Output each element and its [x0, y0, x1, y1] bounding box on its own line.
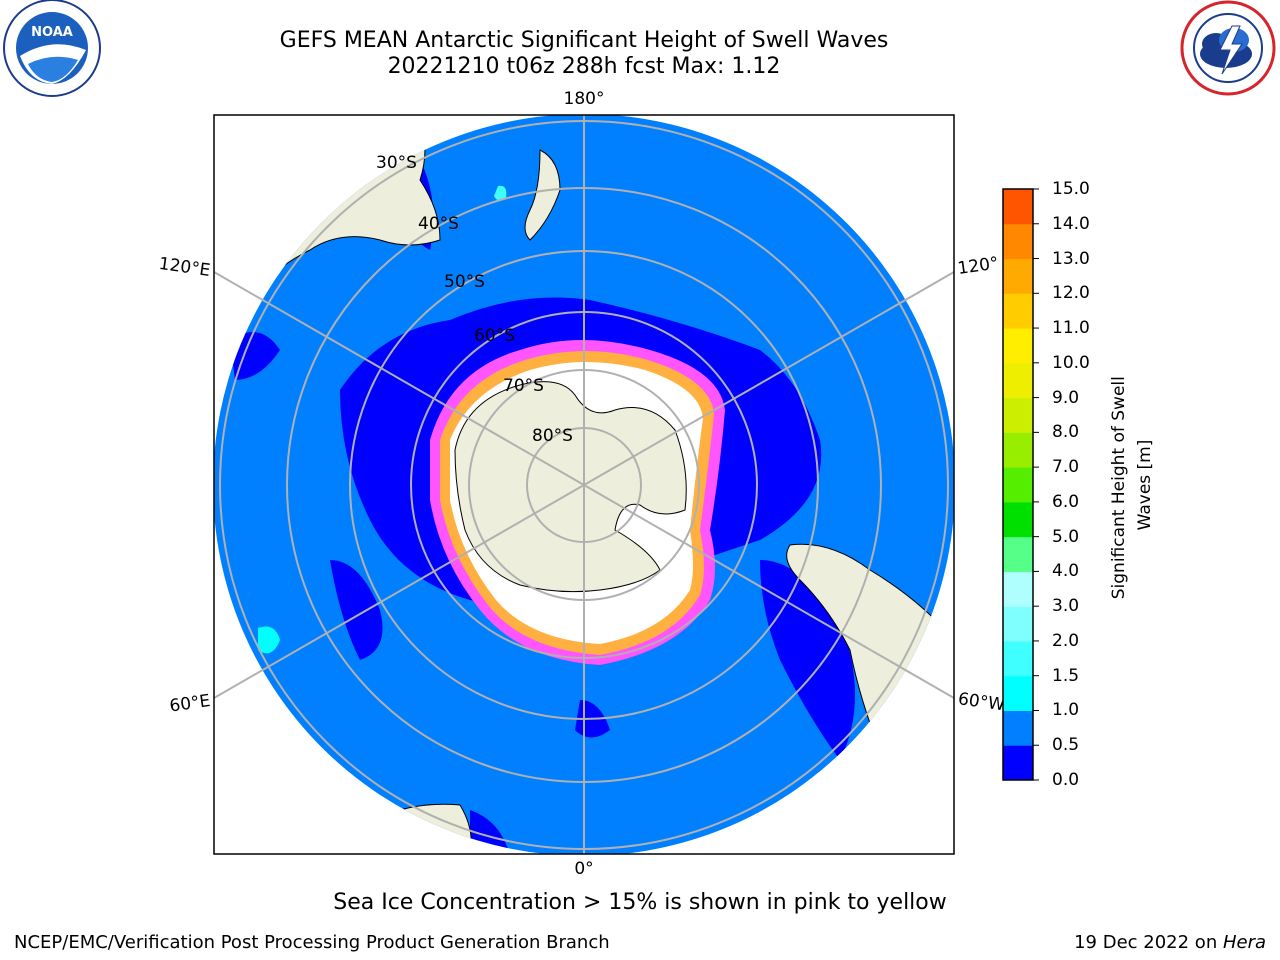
- sea-ice-note: Sea Ice Concentration > 15% is shown in …: [333, 890, 947, 915]
- colorbar-tick-label: 5.0: [1052, 526, 1080, 547]
- colorbar-tick-label: 4.0: [1052, 561, 1080, 582]
- longitude-grid: [214, 115, 954, 854]
- colorbar-segment: [1003, 467, 1033, 503]
- antarctica-land: [454, 381, 687, 593]
- colorbar-segment: [1003, 397, 1033, 433]
- noaa-logo: NOAA: [0, 0, 104, 100]
- colorbar-tick-label: 12.0: [1052, 283, 1090, 304]
- lon-label-120w: 120°: [956, 253, 999, 279]
- noaa-logo-text: NOAA: [31, 25, 73, 40]
- colorbar-segment: [1003, 258, 1033, 294]
- colorbar-segment: [1003, 328, 1033, 364]
- colorbar-segment: [1003, 293, 1033, 329]
- colorbar-tick-label: 3.0: [1052, 596, 1080, 617]
- colorbar-tick-label: 7.0: [1052, 457, 1080, 478]
- colorbar-tick-label: 10.0: [1052, 352, 1090, 373]
- colorbar-segment: [1003, 536, 1033, 572]
- colorbar-segment: [1003, 710, 1033, 746]
- lat-label-80s: 80°S: [532, 426, 573, 446]
- colorbar-tick-label: 1.0: [1052, 700, 1080, 721]
- lat-label-30s: 30°S: [376, 153, 417, 173]
- colorbar-segment: [1003, 675, 1033, 711]
- colorbar-label-line2: Waves [m]: [1135, 440, 1155, 531]
- lon-label-0: 0°: [574, 859, 593, 879]
- lon-label-120e: 120°E: [158, 254, 212, 281]
- colorbar-tick-label: 9.0: [1052, 387, 1080, 408]
- colorbar-tick-label: 0.5: [1052, 735, 1080, 756]
- map-frame: [213, 114, 955, 855]
- lon-label-180: 180°: [564, 89, 605, 109]
- lat-label-40s: 40°S: [418, 214, 459, 234]
- colorbar-segment: [1003, 571, 1033, 607]
- colorbar-tick-label: 8.0: [1052, 422, 1080, 443]
- page-subtitle: 20221210 t06z 288h fcst Max: 1.12: [387, 54, 781, 79]
- lat-label-50s: 50°S: [444, 272, 485, 292]
- colorbar-segment: [1003, 223, 1033, 260]
- colorbar-tick-label: 13.0: [1052, 248, 1090, 269]
- colorbar-tick-label: 11.0: [1052, 318, 1090, 339]
- colorbar-label-line1: Significant Height of Swell: [1109, 376, 1129, 599]
- lon-label-60e: 60°E: [168, 691, 211, 716]
- page-title: GEFS MEAN Antarctic Significant Height o…: [279, 28, 889, 53]
- lat-label-60s: 60°S: [474, 326, 515, 346]
- colorbar-tick-label: 15.0: [1052, 179, 1090, 199]
- lat-label-70s: 70°S: [503, 376, 544, 396]
- colorbar-frame: [1002, 188, 1034, 781]
- new-zealand-land: [524, 149, 561, 241]
- colorbar-tick-label: 14.0: [1052, 213, 1090, 234]
- footer-date: 19 Dec 2022 on: [1074, 932, 1223, 953]
- footer-left: NCEP/EMC/Verification Post Processing Pr…: [14, 932, 610, 953]
- colorbar-segment: [1003, 606, 1033, 642]
- footer-right: 19 Dec 2022 on Hera: [1074, 932, 1266, 953]
- colorbar-segment: [1003, 189, 1033, 225]
- colorbar-tick-label: 2.0: [1052, 630, 1080, 651]
- footer-machine: Hera: [1222, 932, 1266, 953]
- colorbar-segment: [1003, 362, 1033, 399]
- colorbar-segment: [1003, 745, 1033, 781]
- colorbar-segment: [1003, 640, 1033, 677]
- colorbar-segment: [1003, 432, 1033, 468]
- colorbar: [1003, 188, 1039, 781]
- colorbar-tick-label: 6.0: [1052, 491, 1080, 512]
- svg-text:Significant Height of Swell: Significant Height of Swell Waves [m]: [1109, 371, 1155, 600]
- lon-label-60w: 60°W: [957, 689, 1006, 715]
- colorbar-tick-label: 0.0: [1052, 770, 1080, 790]
- colorbar-segment: [1003, 501, 1033, 538]
- colorbar-tick-label: 1.5: [1052, 665, 1080, 686]
- nws-logo: [1176, 0, 1280, 100]
